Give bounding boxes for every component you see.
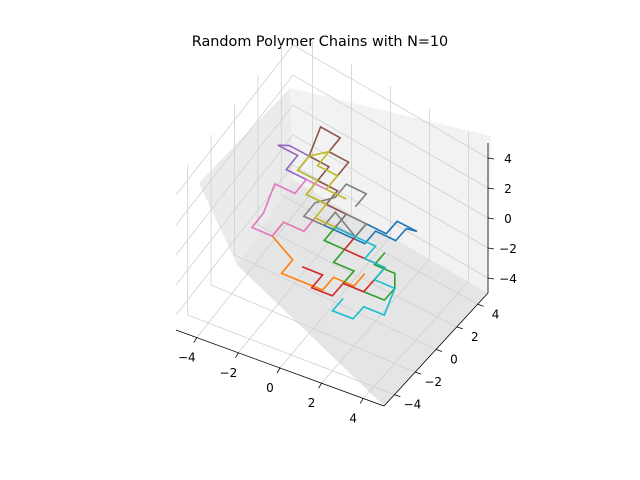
x-tick [318, 382, 322, 389]
polymer-chain-6 [308, 125, 350, 228]
y-gridline [187, 165, 395, 396]
pane-back-left [199, 88, 293, 265]
z-gridline [175, 74, 489, 226]
x-tick-label: −2 [220, 366, 238, 380]
z-gridline [175, 104, 489, 256]
z-tick-label: −4 [499, 272, 517, 286]
z-gridline [175, 134, 489, 286]
polymer-chain-7 [250, 175, 339, 238]
y-tick [435, 349, 443, 352]
z-tick [487, 187, 495, 190]
x-tick [235, 352, 239, 359]
z-tick [487, 217, 495, 220]
z-tick-label: −2 [499, 242, 517, 256]
y-tick [394, 394, 401, 398]
z-gridline [175, 164, 489, 316]
x-tick [276, 367, 281, 374]
y-tick-label: −2 [424, 375, 442, 389]
y-tick [456, 326, 463, 330]
polymer-chain-4 [301, 226, 387, 297]
pane-floor [237, 180, 488, 406]
polymer-chain-8 [302, 183, 368, 238]
x-tick-label: 0 [266, 381, 274, 395]
x-gridline [362, 131, 469, 399]
x-gridline [279, 86, 391, 369]
x-tick-label: 4 [349, 411, 357, 425]
z-tick [487, 247, 495, 250]
z-tick-label: 2 [504, 182, 512, 196]
y-tick-label: 4 [492, 307, 500, 321]
z-gridline [175, 44, 489, 196]
z-tick-label: 4 [504, 152, 512, 166]
z-tick-label: 0 [504, 212, 512, 226]
x-tick-label: −4 [178, 351, 196, 365]
x-tick-label: 2 [308, 396, 316, 410]
x-tick [359, 398, 364, 404]
z-tick [487, 157, 495, 160]
polymer-chain-9 [296, 150, 347, 229]
y-gridline [234, 105, 437, 350]
y-tick-label: 0 [450, 353, 458, 367]
x-gridline [196, 41, 313, 338]
x-gridline [238, 63, 352, 354]
y-tick-label: 2 [471, 330, 479, 344]
y-tick [415, 371, 422, 375]
polymer-chain-10 [331, 226, 396, 320]
chart-title: Random Polymer Chains with N=10 [191, 34, 449, 50]
y-gridline [280, 45, 478, 305]
z-tick [487, 277, 495, 280]
y-gridline [210, 135, 416, 373]
x-tick [193, 337, 198, 343]
y-tick-label: −4 [404, 398, 422, 412]
x-gridline [321, 109, 430, 384]
y-tick [477, 303, 484, 307]
